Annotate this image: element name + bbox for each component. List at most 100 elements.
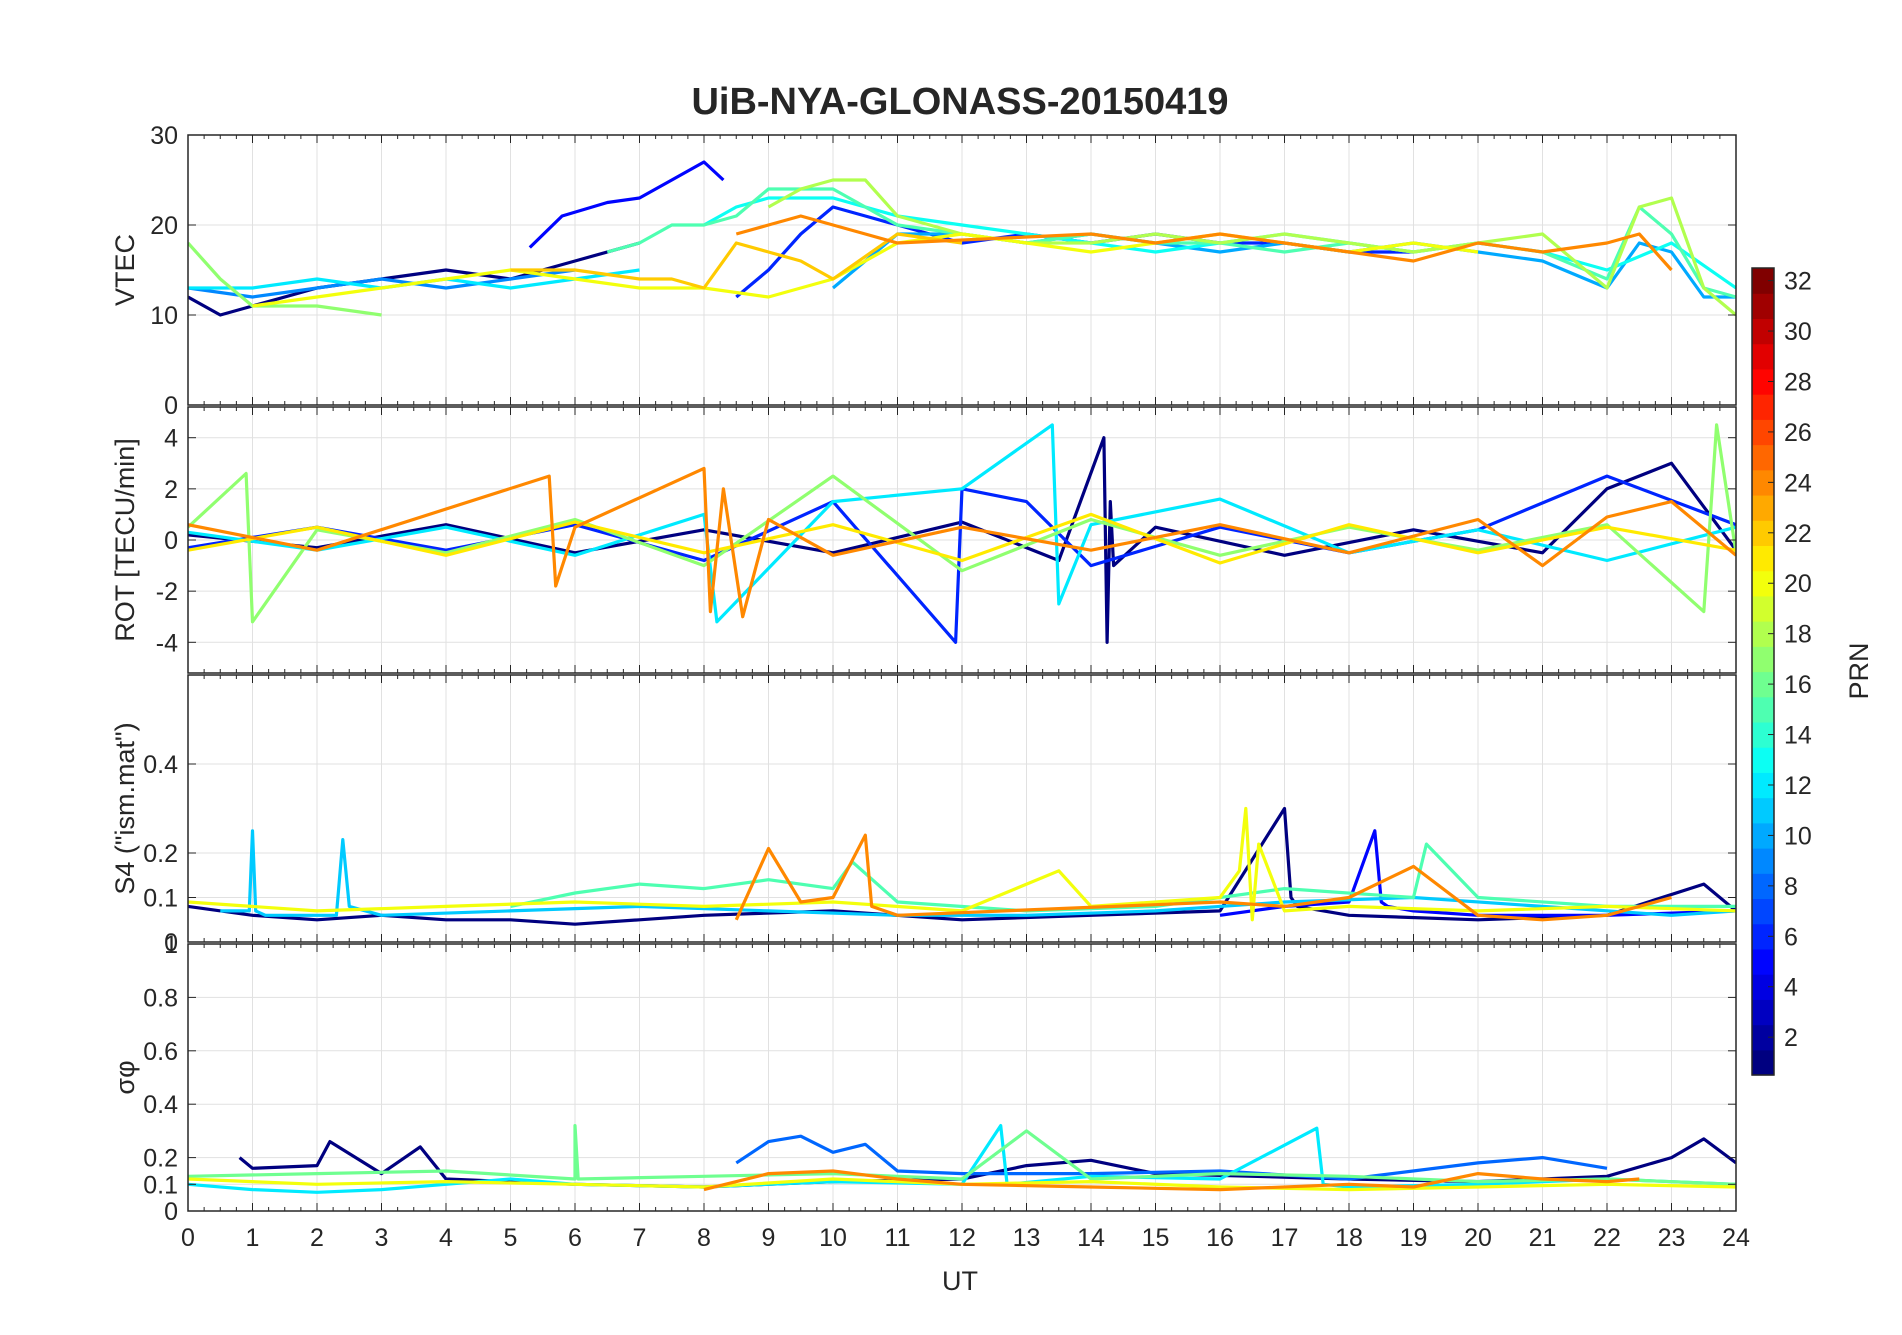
series-line-prn-17 [188,241,382,317]
y-tick-label: 20 [150,212,178,240]
colorbar-segment [1752,721,1774,748]
x-tick-label: 4 [439,1224,453,1252]
series-line-prn-5 [528,160,725,249]
x-tick-label: 19 [1400,1224,1428,1252]
y-tick-label: 0.2 [143,1145,178,1173]
x-tick-label: 24 [1722,1224,1750,1252]
colorbar-segment [1752,873,1774,900]
x-tick-label: 20 [1464,1224,1492,1252]
series-line-prn-12 [188,1123,1736,1194]
y-axis-label-rot: ROT [TECU/min] [110,438,140,642]
series-group [188,423,1736,644]
x-tick-label: 12 [948,1224,976,1252]
x-tick-label: 7 [633,1224,647,1252]
x-tick-label: 22 [1593,1224,1621,1252]
series-line-prn-24 [735,214,1673,272]
colorbar-tick-label: 30 [1784,318,1812,346]
colorbar-tick-label: 20 [1784,570,1812,598]
series-group [188,160,1736,317]
colorbar-segment [1752,469,1774,496]
panel-vtec: 0 10 20 30 VTEC [110,122,1737,420]
colorbar-tick-label: 14 [1784,722,1812,750]
colorbar-segment [1752,293,1774,320]
series-line-prn-11 [220,829,1736,917]
x-axis-label: UT [942,1266,978,1296]
colorbar-segment [1752,621,1774,647]
y-axis-label-s4: S4 ("ism.mat") [110,722,140,894]
colorbar-segment [1752,974,1774,1000]
series-line-prn-16 [188,1123,1736,1186]
y-tick-label: 0.4 [143,1091,178,1119]
series-line-prn-15 [510,842,1736,913]
colorbar-segment [1752,898,1774,925]
y-tick-label: 0.4 [143,751,178,779]
colorbar-segment [1752,494,1774,521]
colorbar-segment [1752,570,1774,597]
y-tick-label: -2 [156,578,178,606]
colorbar-label: PRN [1844,642,1874,699]
colorbar-tick-label: 12 [1784,772,1812,800]
series-line-prn-5 [1219,829,1736,917]
series-line-prn-1 [188,806,1736,926]
x-tick-label: 1 [246,1224,260,1252]
series-group [188,806,1736,926]
colorbar-segment [1752,1024,1774,1051]
series-line-prn-9 [188,268,576,299]
series-line-prn-21 [188,512,1736,565]
colorbar-tick-label: 6 [1784,923,1798,951]
series-line-prn-24 [703,1169,1640,1192]
x-tick-label: 3 [375,1224,389,1252]
colorbar-segment [1752,822,1774,849]
y-tick-label: 0.2 [143,840,178,868]
x-axis: 0 1 2 3 4 5 6 7 8 9 10 11 12 13 14 15 16 17 18 19 20 21 22 23 24 [181,1224,1750,1252]
x-tick-label: 14 [1077,1224,1105,1252]
x-tick-label: 9 [762,1224,776,1252]
colorbar-segment [1752,923,1774,950]
colorbar-segment [1752,797,1774,824]
x-tick-label: 5 [504,1224,518,1252]
x-tick-label: 23 [1658,1224,1686,1252]
y-tick-label: 30 [150,122,178,150]
y-tick-label: 10 [150,302,178,330]
x-tick-label: 17 [1271,1224,1299,1252]
series-line-prn-8 [735,1134,1608,1181]
series-line-prn-17 [188,423,1736,624]
x-tick-label: 8 [697,1224,711,1252]
y-axis-label-sigma: σφ [110,1060,140,1094]
y-tick-label: 4 [164,425,178,453]
chart-title: UiB-NYA-GLONASS-20150419 [691,81,1228,123]
panel-rot: -4 -2 0 2 4 ROT [TECU/min] [110,406,1737,674]
series-line-prn-15 [606,187,1736,299]
y-tick-label: 2 [164,476,178,504]
y-tick-label: 0 [164,527,178,555]
colorbar-segment [1752,545,1774,572]
colorbar-segment [1752,520,1774,547]
x-tick-label: 18 [1335,1224,1363,1252]
colorbar-tick-label: 2 [1784,1024,1798,1052]
colorbar-segment [1752,368,1774,395]
x-tick-label: 0 [181,1224,195,1252]
y-tick-label: 0 [164,1198,178,1226]
series-line-prn-22 [510,232,963,290]
colorbar-tick-label: 26 [1784,419,1812,447]
x-tick-label: 10 [819,1224,847,1252]
colorbar-segment [1752,848,1774,874]
colorbar-tick-label: 16 [1784,671,1812,699]
y-tick-label: 0.8 [143,984,178,1012]
colorbar-segment [1752,671,1774,698]
y-tick-label: 0.1 [143,885,178,913]
colorbar-segment [1752,444,1774,471]
series-line-prn-24 [734,833,1672,922]
series-line-prn-12 [188,423,1736,624]
panel-s4: 0 0.1 0.2 0.4S4 ("ism.mat") [110,674,1737,957]
y-tick-label: 0.6 [143,1038,178,1066]
x-tick-label: 16 [1206,1224,1234,1252]
x-tick-label: 21 [1529,1224,1557,1252]
series-group [188,1123,1736,1194]
x-tick-label: 11 [885,1224,911,1252]
y-tick-label: -4 [156,629,178,657]
